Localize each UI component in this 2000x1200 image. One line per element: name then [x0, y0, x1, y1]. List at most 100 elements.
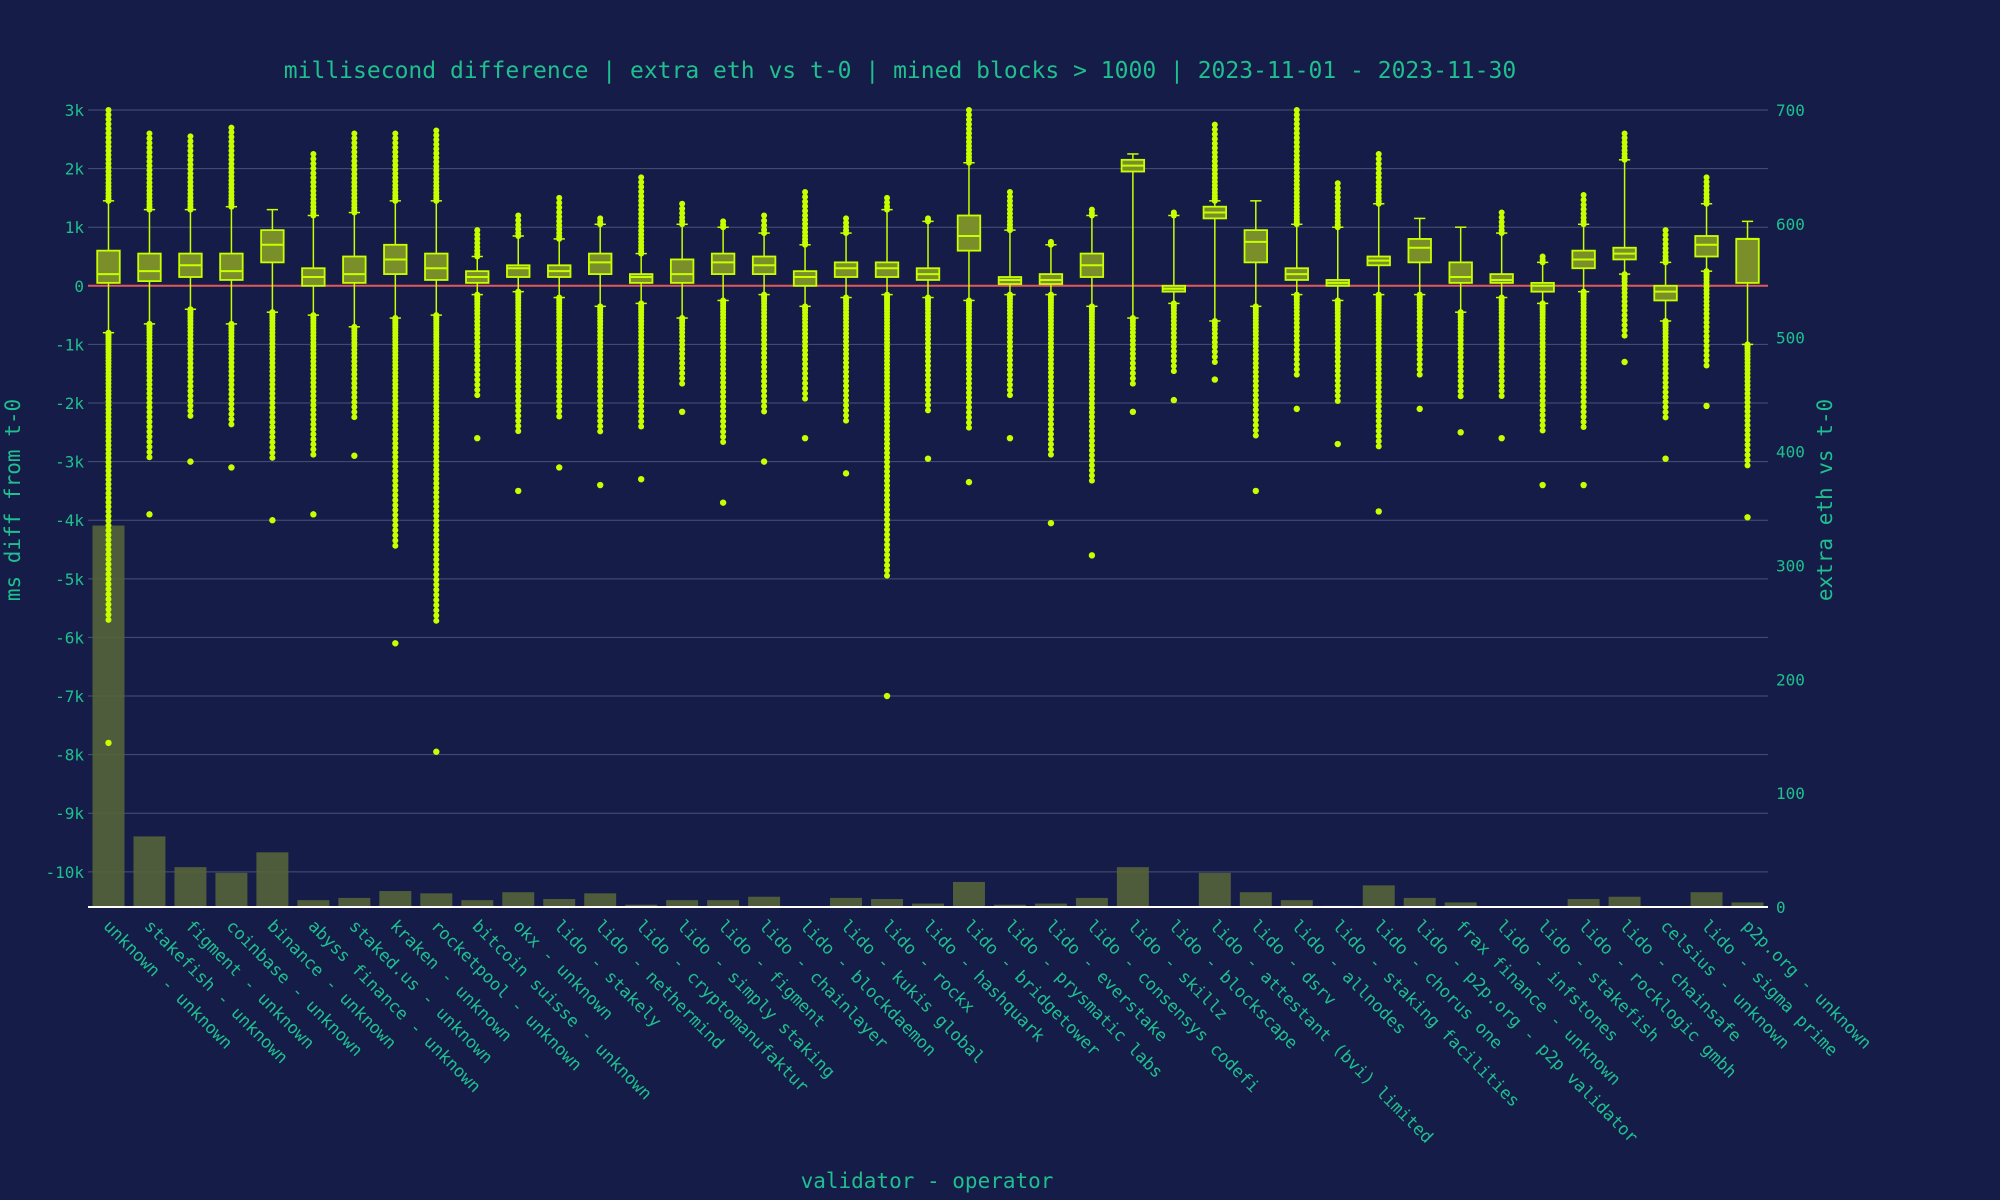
outlier-point — [1211, 166, 1218, 173]
outlier-point — [802, 207, 809, 214]
outlier-point — [1047, 392, 1054, 399]
outlier-point — [269, 444, 276, 451]
outlier-point — [1047, 369, 1054, 376]
outlier-point — [1211, 131, 1218, 138]
outlier-point — [433, 453, 440, 460]
outlier-point — [1621, 312, 1628, 319]
outlier-point — [1580, 424, 1587, 431]
outlier-point — [1293, 116, 1300, 123]
outlier-point — [1662, 399, 1669, 406]
outlier-point — [1047, 352, 1054, 359]
outlier-point — [392, 454, 399, 461]
outlier-point — [965, 353, 972, 360]
outlier-point — [105, 437, 112, 444]
outlier-point — [556, 222, 563, 229]
outlier-point — [1293, 366, 1300, 373]
outlier-point — [351, 139, 358, 146]
outlier-point — [433, 541, 440, 548]
outlier-point — [761, 403, 768, 410]
outlier-point — [884, 562, 891, 569]
outlier-point — [556, 213, 563, 220]
outlier-point — [310, 397, 317, 404]
outlier-point — [1375, 408, 1382, 415]
extra-eth-bar — [502, 892, 535, 907]
outlier-point — [474, 381, 481, 388]
outlier-point — [1580, 388, 1587, 395]
outlier-point — [1375, 412, 1382, 419]
outlier-point — [1129, 375, 1136, 382]
outlier-point — [843, 392, 850, 399]
outlier-point — [884, 526, 891, 533]
outlier-point — [801, 434, 809, 442]
outlier-point — [433, 431, 440, 438]
outlier-point — [884, 511, 891, 518]
outlier-point — [105, 596, 112, 603]
outlier-point — [1047, 396, 1054, 403]
outlier-point — [146, 149, 153, 156]
outlier-point — [1334, 358, 1341, 365]
outlier-point — [1170, 357, 1177, 364]
outlier-point — [720, 423, 727, 430]
outlier-point — [228, 138, 235, 145]
outlier-point — [1498, 368, 1505, 375]
outlier-point — [105, 561, 112, 568]
outlier-point — [925, 396, 931, 403]
outlier-point — [1088, 382, 1095, 389]
outlier-point — [1744, 457, 1751, 464]
outlier-point — [1662, 389, 1669, 396]
outlier-point — [1457, 337, 1464, 344]
outlier-point — [1539, 387, 1546, 394]
outlier-point — [720, 413, 727, 420]
outlier-point — [597, 407, 604, 414]
outlier-point — [105, 121, 112, 128]
outlier-point — [105, 472, 112, 479]
outlier-point — [1252, 406, 1259, 413]
outlier-point — [146, 433, 153, 440]
box-body — [1694, 235, 1719, 258]
outlier-point — [310, 383, 317, 390]
outlier-point — [515, 402, 522, 409]
outlier-point — [269, 368, 276, 375]
outlier-point — [1498, 373, 1505, 380]
outlier-point — [1088, 462, 1095, 469]
outlier-point — [1744, 394, 1751, 401]
outlier-point — [679, 360, 686, 367]
outlier-point — [1088, 374, 1095, 381]
outlier-point — [556, 413, 563, 420]
outlier-point — [556, 464, 563, 471]
outlier-point — [1293, 165, 1300, 172]
outlier-point — [1580, 365, 1587, 372]
outlier-point — [638, 365, 645, 372]
outlier-point — [1006, 366, 1013, 373]
extra-eth-bar — [379, 891, 412, 907]
outlier-point — [351, 384, 358, 391]
extra-eth-bar — [543, 899, 576, 907]
extra-eth-bar — [748, 896, 781, 907]
outlier-point — [638, 383, 645, 390]
outlier-point — [433, 444, 440, 451]
outlier-point — [1662, 352, 1669, 359]
outlier-point — [392, 401, 399, 408]
outlier-point — [310, 392, 317, 399]
outlier-point — [556, 347, 563, 354]
outlier-point — [392, 409, 399, 416]
outlier-point — [884, 541, 891, 548]
extra-eth-bar — [707, 900, 740, 907]
ms-diff-boxes — [96, 107, 1760, 755]
outlier-point — [1170, 334, 1177, 341]
outlier-point — [802, 351, 809, 358]
outlier-point — [228, 133, 235, 140]
outlier-point — [884, 199, 891, 206]
y2-tick-label: 300 — [1776, 556, 1805, 575]
outlier-point — [187, 378, 194, 385]
outlier-point — [679, 346, 686, 353]
outlier-point — [228, 169, 235, 176]
outlier-point — [1252, 364, 1259, 371]
outlier-point — [638, 202, 645, 209]
extra-eth-bars — [92, 525, 1764, 907]
outlier-point — [1703, 347, 1710, 354]
outlier-point — [638, 398, 645, 405]
outlier-point — [474, 334, 481, 341]
outlier-point — [1621, 130, 1628, 137]
outlier-point — [1703, 337, 1710, 344]
